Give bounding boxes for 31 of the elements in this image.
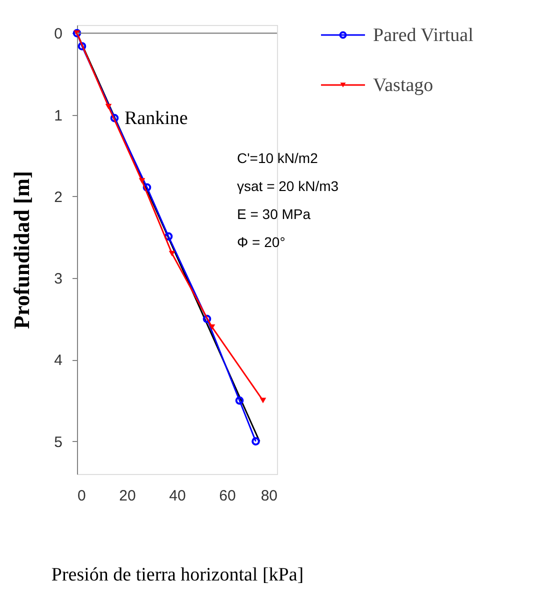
annotation: Rankine [124, 108, 188, 130]
legend-label: Vastago [373, 75, 434, 96]
point [260, 398, 266, 404]
x-tick-label: 0 [78, 488, 86, 504]
point [142, 183, 152, 192]
y-tick-label: 0 [54, 26, 62, 43]
annotation: E = 30 MPa [237, 206, 311, 222]
annotation: γsat = 20 kN/m3 [237, 178, 339, 194]
y-tick-label: 5 [54, 434, 62, 451]
point [164, 232, 173, 241]
point [202, 314, 212, 324]
y-tick-label: 4 [54, 352, 62, 370]
point [78, 42, 86, 50]
annotation: Φ = 20° [237, 234, 286, 250]
point [138, 178, 146, 184]
y-tick-label: 3 [54, 270, 62, 288]
x-tick-label: 80 [260, 488, 278, 504]
x-tick-label: 20 [119, 488, 136, 504]
x-tick-label: 60 [219, 488, 236, 504]
annotation: C'=10 kN/m2 [237, 150, 318, 166]
legend-label: Pared Virtual [373, 25, 474, 46]
point [110, 114, 119, 122]
point [168, 250, 176, 256]
point [208, 324, 216, 330]
point [235, 396, 244, 405]
y-axis-title: Profundidad [m] [9, 171, 34, 329]
x-tick-label: 40 [169, 488, 186, 504]
y-tick-label: 1 [54, 107, 62, 124]
y-tick-label: 2 [54, 188, 62, 206]
point [105, 104, 112, 110]
x-axis-title: Presión de tierra horizontal [kPa] [51, 564, 304, 586]
